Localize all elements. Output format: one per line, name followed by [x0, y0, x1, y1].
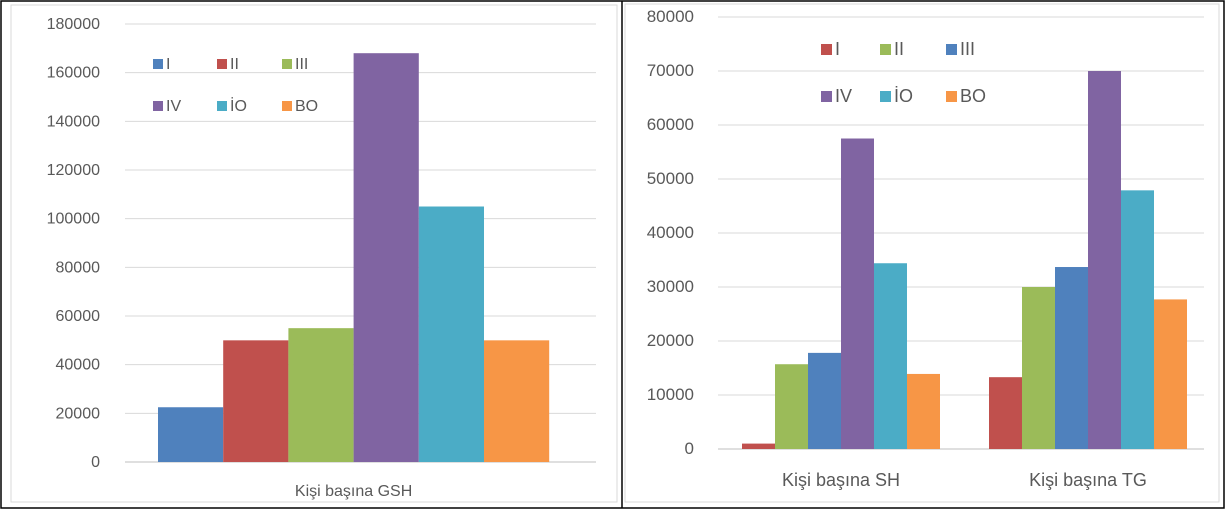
gsh-legend-label-io: İO — [230, 96, 247, 115]
sh-tg-bar-io-kisi-basina-sh — [874, 263, 907, 449]
sh-tg-y-tick-label: 70000 — [647, 61, 694, 80]
sh-tg-bar-bo-kisi-basina-sh — [907, 373, 940, 449]
sh-tg-bar-iii-kisi-basina-tg — [1055, 267, 1088, 449]
chart-gsh: 0 20000 40000 60000 80000 100000 120000 140000 1… — [47, 16, 596, 500]
chart-sh-tg: 0 10000 20000 30000 40000 50000 60000 70000 8000… — [647, 7, 1204, 490]
sh-tg-bar-iv-kisi-basina-tg — [1088, 71, 1121, 449]
gsh-legend-label-bo: BO — [295, 98, 318, 115]
gsh-legend-swatch-bo — [282, 101, 292, 111]
gsh-y-tick-label: 160000 — [47, 65, 100, 82]
sh-tg-y-tick-label: 40000 — [647, 223, 694, 242]
gsh-legend-label-iii: III — [295, 56, 308, 73]
sh-tg-legend-label-bo: BO — [960, 86, 986, 106]
sh-tg-bar-io-kisi-basina-tg — [1121, 190, 1154, 449]
sh-tg-bar-i-kisi-basina-sh — [742, 443, 775, 449]
gsh-bar-ii-kisi-basina-gsh — [223, 340, 289, 462]
sh-tg-legend-swatch-iv — [821, 91, 832, 102]
sh-tg-legend-label-io: İO — [894, 86, 913, 106]
gsh-bar-bo-kisi-basina-gsh — [484, 340, 550, 462]
gsh-legend-swatch-iii — [282, 59, 292, 69]
sh-tg-x-category-label: Kişi başına TG — [1029, 470, 1147, 490]
gsh-x-category-label: Kişi başına GSH — [295, 483, 412, 500]
sh-tg-y-tick-label: 30000 — [647, 277, 694, 296]
gsh-legend-swatch-io — [217, 101, 227, 111]
gsh-y-tick-label: 80000 — [56, 259, 101, 276]
sh-tg-y-tick-label: 20000 — [647, 331, 694, 350]
sh-tg-bar-iii-kisi-basina-sh — [808, 352, 841, 449]
gsh-y-tick-label: 120000 — [47, 162, 100, 179]
gsh-legend-label-ii: II — [230, 56, 239, 73]
sh-tg-bar-ii-kisi-basina-tg — [1022, 287, 1055, 449]
gsh-legend-label-iv: IV — [166, 98, 181, 115]
sh-tg-y-tick-label: 80000 — [647, 7, 694, 26]
gsh-y-tick-label: 140000 — [47, 113, 100, 130]
sh-tg-x-category-label: Kişi başına SH — [782, 470, 900, 490]
gsh-y-tick-label: 180000 — [47, 16, 100, 33]
sh-tg-legend-label-iii: III — [960, 39, 975, 59]
sh-tg-bar-bo-kisi-basina-tg — [1154, 299, 1187, 449]
gsh-legend-swatch-ii — [217, 59, 227, 69]
gsh-bar-iii-kisi-basina-gsh — [288, 328, 354, 462]
left-chart-frame — [10, 4, 618, 503]
gsh-legend-swatch-iv — [153, 101, 163, 111]
sh-tg-legend-label-i: I — [835, 39, 840, 59]
sh-tg-bar-i-kisi-basina-tg — [989, 377, 1022, 449]
gsh-legend-label-i: I — [166, 56, 170, 73]
sh-tg-bar-ii-kisi-basina-sh — [775, 364, 808, 449]
sh-tg-bar-iv-kisi-basina-sh — [841, 138, 874, 449]
right-chart-frame — [624, 3, 1220, 503]
gsh-legend-swatch-i — [153, 59, 163, 69]
sh-tg-y-tick-label: 60000 — [647, 115, 694, 134]
gsh-y-tick-label: 0 — [91, 454, 100, 471]
sh-tg-y-tick-label: 10000 — [647, 385, 694, 404]
sh-tg-legend-swatch-bo — [946, 91, 957, 102]
sh-tg-legend-label-ii: II — [894, 39, 904, 59]
gsh-y-tick-label: 20000 — [56, 405, 101, 422]
sh-tg-legend-label-iv: IV — [835, 86, 852, 106]
sh-tg-legend-swatch-ii — [880, 44, 891, 55]
gsh-y-tick-label: 60000 — [56, 308, 101, 325]
gsh-y-tick-label: 40000 — [56, 357, 101, 374]
sh-tg-y-tick-label: 50000 — [647, 169, 694, 188]
sh-tg-legend-swatch-i — [821, 44, 832, 55]
gsh-bar-iv-kisi-basina-gsh — [353, 53, 419, 462]
sh-tg-legend-swatch-iii — [946, 44, 957, 55]
sh-tg-legend-swatch-io — [880, 91, 891, 102]
gsh-y-tick-label: 100000 — [47, 211, 100, 228]
sh-tg-y-tick-label: 0 — [685, 439, 694, 458]
gsh-bar-io-kisi-basina-gsh — [418, 206, 484, 462]
gsh-bar-i-kisi-basina-gsh — [158, 407, 224, 462]
